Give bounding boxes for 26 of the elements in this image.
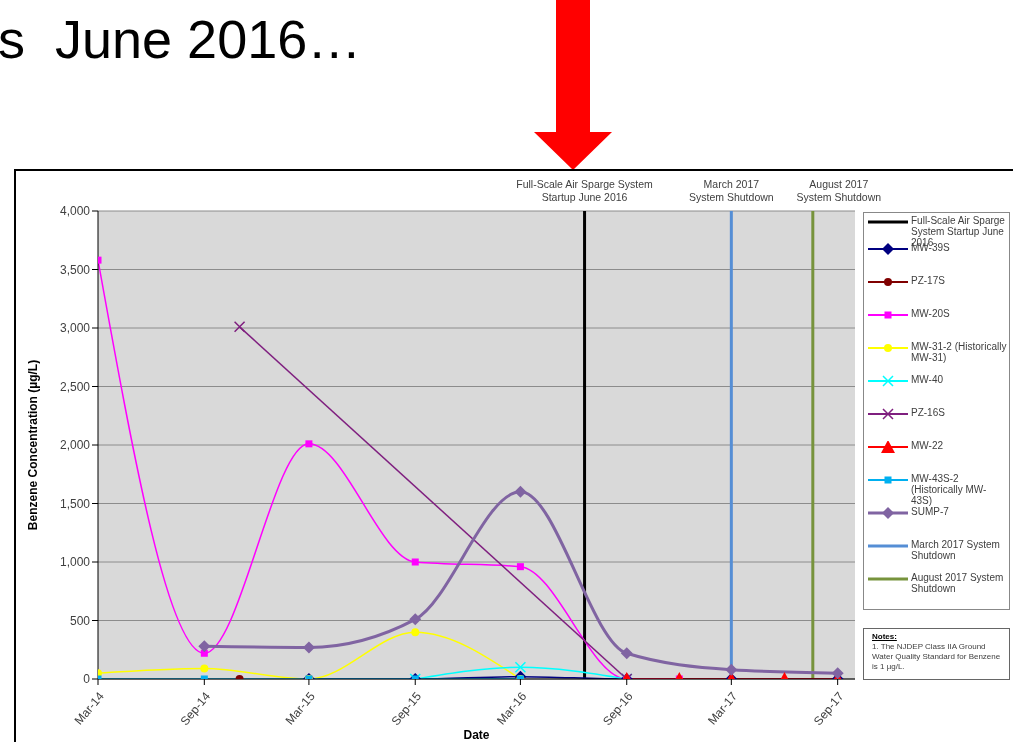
y-tick-label: 3,500	[59, 262, 91, 277]
y-tick-label: 1,000	[59, 555, 91, 570]
ref-line-label: August 2017 System Shutdown	[796, 178, 882, 203]
legend-label: MW-43S-2 (Historically MW-43S)	[911, 473, 988, 506]
x-axis-title: Date	[463, 728, 490, 742]
legend-label: MW-31-2 (Historically MW-31)	[911, 341, 1007, 363]
y-tick-label: 2,500	[59, 379, 91, 394]
text: Notes:	[872, 632, 898, 642]
y-tick-label: 1,500	[59, 496, 91, 511]
legend-label: MW-40	[911, 374, 944, 385]
text: March 2017 System Shutdown	[911, 539, 1000, 561]
ref-line-label: March 2017 System Shutdown	[689, 178, 774, 203]
legend-label: PZ-17S	[911, 275, 945, 286]
ref-line-label: Full-Scale Air Sparge System Startup June 2016	[516, 178, 654, 203]
text: August 2017 System Shutdown	[911, 572, 1004, 594]
legend-label: MW-22	[911, 440, 944, 451]
y-tick-label: 500	[69, 613, 91, 628]
y-tick-label: 0	[83, 672, 91, 687]
y-tick-label: 2,000	[59, 438, 91, 453]
legend-label: SUMP-7	[911, 506, 949, 517]
legend-label: MW-20S	[911, 308, 950, 319]
text: 1. The NJDEP Class IIA Ground Water Quality Standard for Benzene is 1 µg/L.	[872, 642, 1001, 672]
y-axis-title: Benzene Concentration (µg/L)	[26, 359, 41, 531]
y-tick-label: 3,000	[59, 321, 91, 336]
legend-label: PZ-16S	[911, 407, 945, 418]
y-tick-label: 4,000	[59, 204, 91, 219]
